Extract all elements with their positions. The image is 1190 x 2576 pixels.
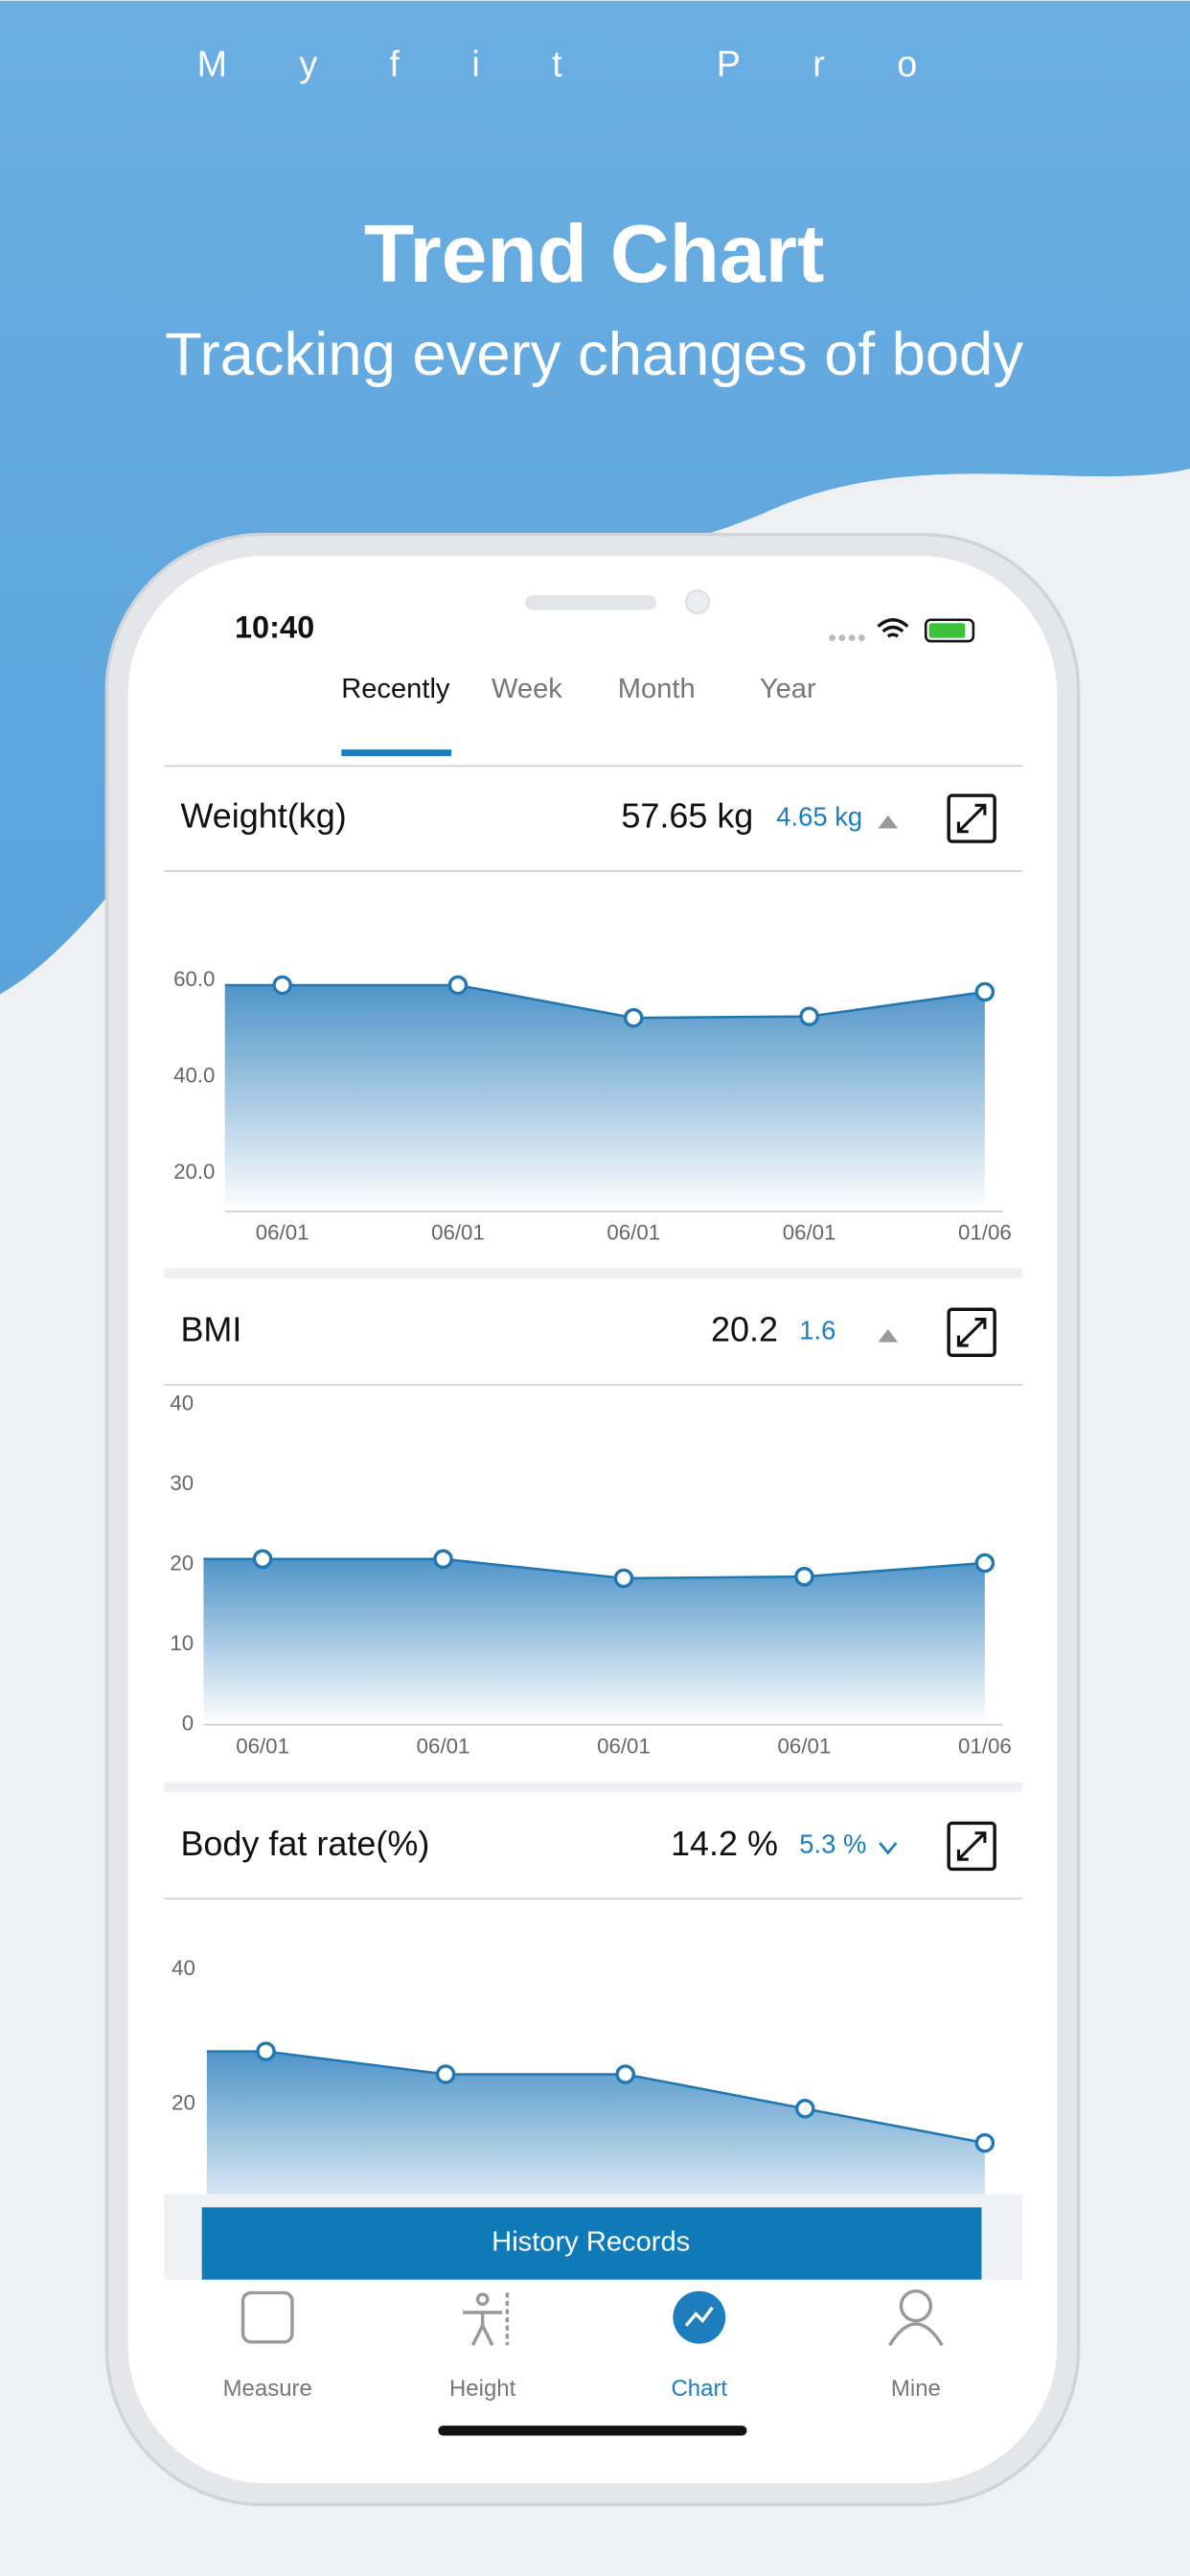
chart-title: BMI — [180, 1310, 241, 1349]
plot — [206, 2041, 995, 2195]
chart-title: Body fat rate(%) — [180, 1824, 429, 1863]
y-tick-label: 40.0 — [173, 1063, 215, 1087]
camera — [685, 589, 710, 614]
wave — [0, 0, 1190, 995]
chart: BMI 20.2 1.6 40 30 20 10 0 06/01 06/01 06/01 06/01 0… — [164, 1307, 1023, 1759]
nav-icons — [240, 2288, 944, 2347]
nav-label[interactable]: Chart — [671, 2376, 727, 2402]
tab[interactable]: Month — [618, 674, 696, 704]
y-tick-label: 0 — [182, 1712, 194, 1736]
point — [974, 1552, 995, 1574]
x-tick-label: 06/01 — [606, 1220, 660, 1244]
point — [613, 1568, 634, 1589]
y-tick-label: 10 — [170, 1631, 194, 1655]
y-tick-label: 20 — [170, 1552, 194, 1576]
trend-down — [879, 1842, 898, 1855]
point — [256, 2041, 276, 2061]
nav-label[interactable]: Mine — [891, 2376, 941, 2402]
speaker — [525, 595, 657, 610]
expand-icon — [956, 1318, 987, 1347]
expand-button[interactable] — [947, 794, 996, 843]
expand-icon — [956, 1831, 987, 1861]
plot — [203, 1549, 995, 1725]
expand-button[interactable] — [947, 1821, 996, 1872]
section-gap — [164, 1268, 1023, 1278]
area — [203, 1558, 985, 1725]
point — [272, 975, 292, 996]
y-tick-label: 30 — [170, 1471, 194, 1495]
expand-button[interactable] — [947, 1307, 996, 1357]
x-tick-label: 06/01 — [778, 1735, 832, 1759]
y-tick-label: 20.0 — [173, 1160, 215, 1184]
y-tick-label: 40 — [170, 1392, 194, 1415]
point — [974, 2132, 995, 2153]
brand: Myfit Pro — [197, 43, 990, 83]
y-tick-label: 40 — [172, 1956, 195, 1980]
history-button[interactable] — [201, 2207, 982, 2280]
trend-up — [878, 815, 899, 829]
chart-value: 20.2 — [711, 1310, 778, 1349]
x-tick-label: 06/01 — [256, 1220, 309, 1244]
point — [252, 1549, 273, 1570]
history-button-label[interactable]: History Records — [492, 2227, 690, 2258]
status-icons — [829, 618, 975, 643]
status-time: 10:40 — [235, 610, 314, 645]
chart: Body fat rate(%) 14.2 % 5.3 % 40 20 — [164, 1821, 1023, 2195]
tab[interactable]: Week — [492, 674, 562, 704]
chart-title: Weight(kg) — [180, 796, 346, 836]
plot — [224, 975, 995, 1212]
nav-label[interactable]: Height — [449, 2376, 516, 2402]
chart: Weight(kg) 57.65 kg 4.65 kg 60.0 40.0 20.0 06/… — [164, 794, 1023, 1244]
x-tick-label: 06/01 — [783, 1220, 836, 1244]
point — [447, 975, 469, 996]
y-tick-label: 20 — [172, 2090, 195, 2114]
nav-label[interactable]: Measure — [223, 2376, 312, 2402]
x-tick-label: 06/01 — [431, 1220, 485, 1244]
chart-change: 1.6 — [799, 1315, 835, 1345]
point — [433, 1549, 453, 1570]
point — [794, 2099, 815, 2119]
title: Trend Chart — [364, 208, 825, 300]
point — [615, 2064, 635, 2084]
subtitle: Tracking every changes of body — [165, 321, 1023, 388]
section-gap — [164, 1782, 1023, 1792]
tab[interactable]: Recently — [341, 674, 450, 704]
x-tick-label: 06/01 — [417, 1735, 470, 1759]
point — [794, 1566, 814, 1587]
chart-change: 5.3 % — [799, 1829, 866, 1859]
x-tick-label: 01/06 — [958, 1220, 1012, 1244]
chart-value: 57.65 kg — [621, 796, 753, 836]
y-tick-label: 60.0 — [173, 967, 215, 991]
point — [623, 1007, 644, 1028]
area — [224, 984, 985, 1212]
expand-icon — [956, 803, 987, 834]
chart-change: 4.65 kg — [776, 801, 862, 831]
x-tick-label: 06/01 — [236, 1735, 289, 1759]
tab-indicator — [341, 749, 452, 756]
point — [799, 1006, 819, 1026]
home-indicator — [438, 2426, 747, 2436]
x-tick-label: 06/01 — [597, 1735, 651, 1759]
trend-up — [878, 1328, 899, 1343]
point — [974, 981, 995, 1002]
chart-value: 14.2 % — [671, 1824, 778, 1863]
point — [435, 2064, 456, 2084]
area — [206, 2051, 985, 2195]
tab[interactable]: Year — [760, 674, 816, 704]
x-tick-label: 01/06 — [958, 1735, 1012, 1759]
